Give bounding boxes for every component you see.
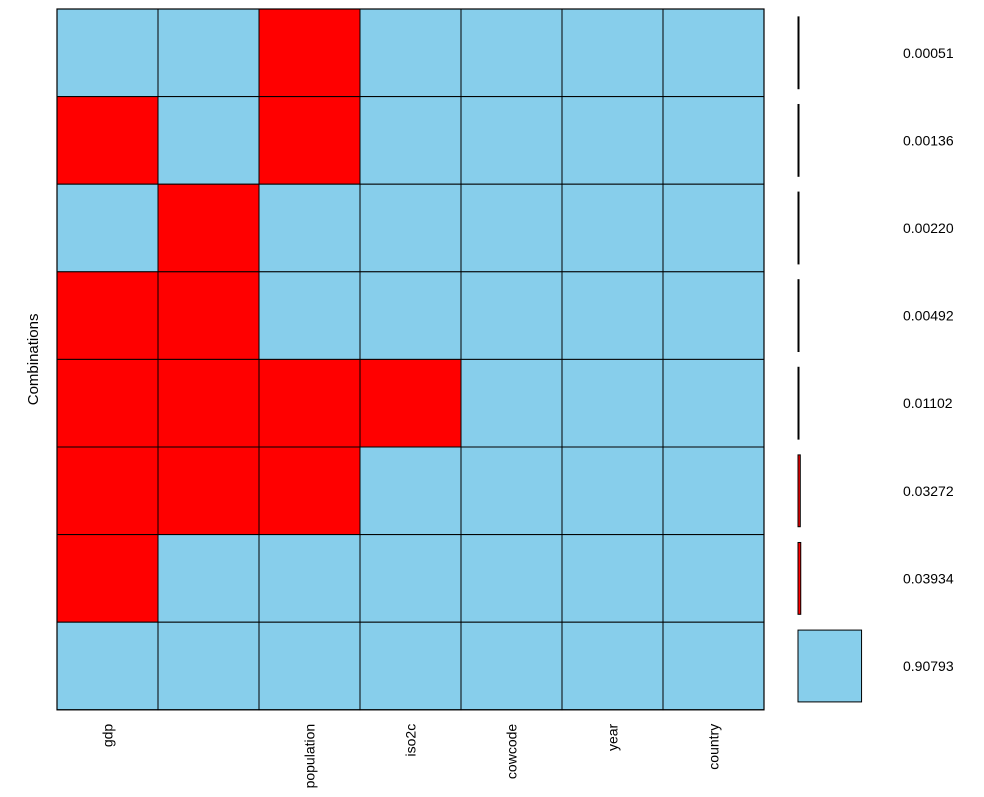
proportion-bar-5: [797, 454, 801, 528]
grid-cell-5-6: [662, 446, 765, 536]
variable-label-3: iso2c: [403, 724, 419, 757]
grid-cell-1-0: [56, 96, 159, 185]
grid-cell-1-2: [258, 96, 361, 185]
proportion-bar-4: [797, 366, 800, 440]
proportion-bars: 0.00051 0.00136 0.00220 0.00492 0.01102 0.032…: [797, 16, 954, 703]
variable-labels: gdp population iso2c cowcode year country: [100, 723, 722, 788]
grid-cell-4-2: [258, 358, 361, 448]
grid-cell-4-6: [662, 358, 765, 448]
grid-cell-7-4: [460, 621, 563, 711]
grid-cell-7-0: [56, 621, 159, 711]
grid-cell-3-1: [157, 271, 260, 360]
variable-label-0: gdp: [100, 724, 116, 748]
grid-cell-7-1: [157, 621, 260, 711]
proportion-label-0: 0.00051: [903, 45, 954, 61]
grid-cell-7-6: [662, 621, 765, 711]
proportion-label-4: 0.01102: [903, 395, 953, 411]
combination-grid: [56, 8, 765, 711]
grid-cell-6-2: [258, 534, 361, 623]
grid-frame: [56, 8, 765, 711]
grid-cell-0-1: [157, 8, 260, 98]
grid-cell-6-6: [662, 534, 765, 623]
proportion-label-1: 0.00136: [903, 132, 954, 148]
grid-cell-0-6: [662, 8, 765, 98]
variable-label-6: country: [706, 724, 722, 770]
proportion-bar-3: [797, 279, 800, 353]
proportion-bar-0: [797, 16, 800, 90]
grid-cell-3-5: [561, 271, 664, 360]
grid-cell-1-6: [662, 96, 765, 185]
grid-cell-3-6: [662, 271, 765, 360]
grid-cell-3-0: [56, 271, 159, 360]
grid-cell-1-5: [561, 96, 664, 185]
proportion-bar-7: [797, 629, 863, 703]
variable-label-5: year: [605, 723, 621, 751]
grid-cell-0-2: [258, 8, 361, 98]
grid-cell-4-0: [56, 358, 159, 448]
grid-cell-3-4: [460, 271, 563, 360]
grid-cell-1-3: [359, 96, 462, 185]
grid-cell-6-3: [359, 534, 462, 623]
grid-cell-7-5: [561, 621, 664, 711]
y-axis-label: Combinations: [25, 314, 42, 406]
grid-cell-5-2: [258, 446, 361, 536]
grid-cell-0-4: [460, 8, 563, 98]
proportion-label-2: 0.00220: [903, 220, 954, 236]
grid-cell-5-4: [460, 446, 563, 536]
grid-cell-5-3: [359, 446, 462, 536]
variable-label-4: cowcode: [504, 724, 520, 779]
grid-cell-1-4: [460, 96, 563, 185]
grid-cell-2-0: [56, 183, 159, 273]
grid-cell-6-4: [460, 534, 563, 623]
grid-cell-4-1: [157, 358, 260, 448]
proportion-label-6: 0.03934: [903, 570, 954, 586]
grid-cell-2-6: [662, 183, 765, 273]
grid-cell-2-3: [359, 183, 462, 273]
grid-cell-7-2: [258, 621, 361, 711]
proportion-label-3: 0.00492: [903, 308, 954, 324]
grid-cell-3-2: [258, 271, 361, 360]
grid-cell-0-5: [561, 8, 664, 98]
grid-cell-5-0: [56, 446, 159, 536]
grid-cell-6-1: [157, 534, 260, 623]
grid-cell-7-3: [359, 621, 462, 711]
grid-cell-4-3: [359, 358, 462, 448]
grid-cell-2-5: [561, 183, 664, 273]
grid-cell-1-1: [157, 96, 260, 185]
proportion-bar-2: [797, 191, 800, 265]
grid-cell-5-5: [561, 446, 664, 536]
grid-cell-0-0: [56, 8, 159, 98]
variable-label-2: population: [302, 724, 318, 789]
proportion-label-7: 0.90793: [903, 658, 954, 674]
grid-cell-6-0: [56, 534, 159, 623]
grid-cell-2-2: [258, 183, 361, 273]
grid-cell-0-3: [359, 8, 462, 98]
grid-cell-3-3: [359, 271, 462, 360]
proportion-bar-6: [797, 541, 802, 615]
grid-cell-2-1: [157, 183, 260, 273]
grid-cell-4-4: [460, 358, 563, 448]
grid-cell-6-5: [561, 534, 664, 623]
proportion-bar-1: [797, 103, 800, 177]
grid-cell-2-4: [460, 183, 563, 273]
proportion-label-5: 0.03272: [903, 483, 954, 499]
grid-cell-5-1: [157, 446, 260, 536]
grid-cell-4-5: [561, 358, 664, 448]
